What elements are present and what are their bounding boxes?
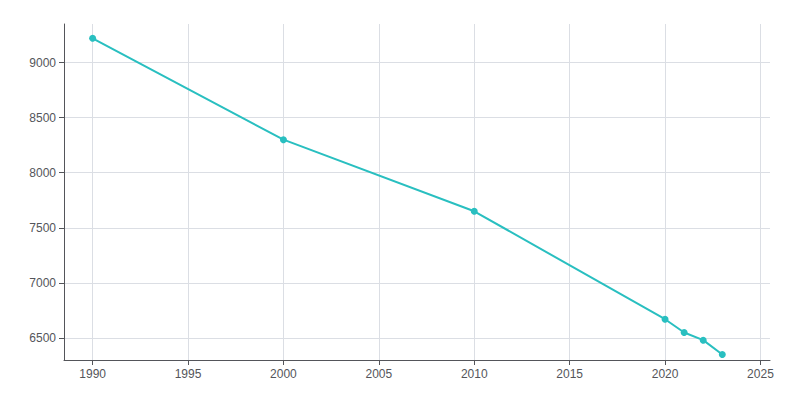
svg-text:1990: 1990 — [79, 367, 106, 381]
svg-text:7500: 7500 — [29, 221, 56, 235]
svg-text:2020: 2020 — [652, 367, 679, 381]
svg-text:6500: 6500 — [29, 331, 56, 345]
svg-text:2025: 2025 — [747, 367, 774, 381]
svg-text:9000: 9000 — [29, 56, 56, 70]
svg-text:1995: 1995 — [175, 367, 202, 381]
svg-text:7000: 7000 — [29, 276, 56, 290]
svg-text:2005: 2005 — [365, 367, 392, 381]
svg-text:2010: 2010 — [461, 367, 488, 381]
svg-text:8000: 8000 — [29, 166, 56, 180]
svg-text:2000: 2000 — [270, 367, 297, 381]
svg-text:8500: 8500 — [29, 111, 56, 125]
svg-text:2015: 2015 — [556, 367, 583, 381]
